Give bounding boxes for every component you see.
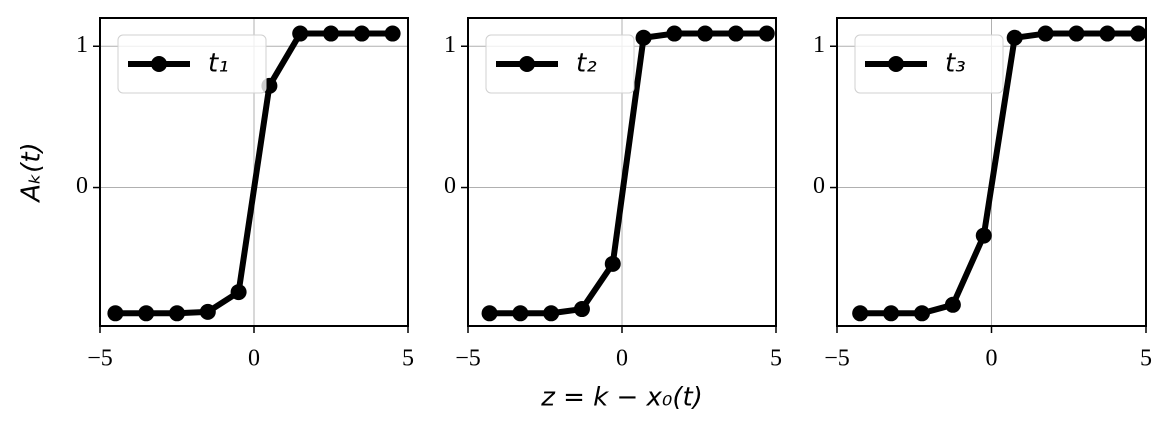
point (138, 305, 155, 322)
legend-marker (519, 56, 535, 72)
point (1099, 25, 1116, 42)
y-tick-label: 1 (444, 32, 456, 58)
legend-label: t₃ (945, 49, 966, 79)
point (169, 305, 185, 322)
y-tick-label: 0 (76, 173, 88, 199)
y-tick-label: 0 (444, 173, 456, 199)
legend-marker (888, 56, 904, 72)
x-tick-label: 0 (986, 346, 998, 372)
point (573, 301, 590, 318)
y-axis-label: Aₖ(t) (17, 142, 47, 203)
legend-label: t₁ (208, 49, 229, 79)
point (913, 305, 930, 322)
point (635, 29, 652, 46)
x-axis-label: z = k − x₀(t) (540, 383, 703, 413)
x-tick-label: −5 (455, 346, 481, 372)
point (697, 25, 714, 42)
legend-box (117, 34, 267, 94)
point (666, 25, 683, 42)
point (353, 25, 370, 42)
series-line (489, 30, 767, 317)
point (1068, 25, 1085, 42)
point (512, 305, 529, 322)
legend-box (485, 34, 635, 94)
point (107, 305, 124, 322)
axes-frame (99, 17, 409, 327)
axes-frame (467, 17, 777, 327)
series-line (115, 30, 393, 317)
point (1006, 29, 1023, 46)
point (727, 25, 744, 42)
point (481, 305, 498, 322)
point (975, 227, 992, 244)
point (323, 25, 339, 42)
x-tick-label: −5 (87, 346, 113, 372)
point (199, 303, 216, 320)
y-tick-label: 1 (813, 32, 825, 58)
x-tick-label: −5 (824, 346, 850, 372)
legend-marker (151, 56, 167, 72)
legend-label: t₂ (576, 49, 597, 79)
point (883, 305, 900, 322)
y-tick-label: 0 (813, 173, 825, 199)
legend-box (854, 34, 1004, 94)
x-tick-label: 5 (402, 346, 414, 372)
point (292, 25, 309, 42)
point (1130, 25, 1147, 42)
x-tick-label: 0 (248, 346, 260, 372)
point (230, 284, 247, 301)
point (944, 296, 961, 313)
point (1037, 25, 1054, 42)
point (543, 305, 560, 322)
y-tick-label: 1 (76, 32, 88, 58)
point (758, 25, 775, 42)
x-tick-label: 0 (616, 346, 628, 372)
point (852, 305, 869, 322)
x-tick-label: 5 (770, 346, 782, 372)
axes-frame (836, 17, 1147, 327)
series-line (860, 30, 1139, 317)
x-tick-label: 5 (1140, 346, 1152, 372)
point (384, 25, 401, 42)
point (604, 255, 621, 272)
